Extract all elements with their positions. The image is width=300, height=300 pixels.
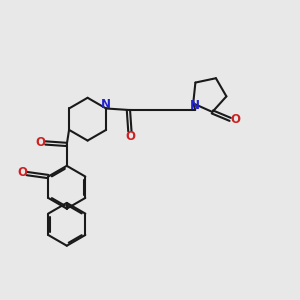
- Text: N: N: [101, 98, 111, 111]
- Text: O: O: [17, 166, 27, 178]
- Text: O: O: [230, 113, 240, 126]
- Text: O: O: [125, 130, 135, 143]
- Text: N: N: [190, 99, 200, 112]
- Text: O: O: [36, 136, 46, 149]
